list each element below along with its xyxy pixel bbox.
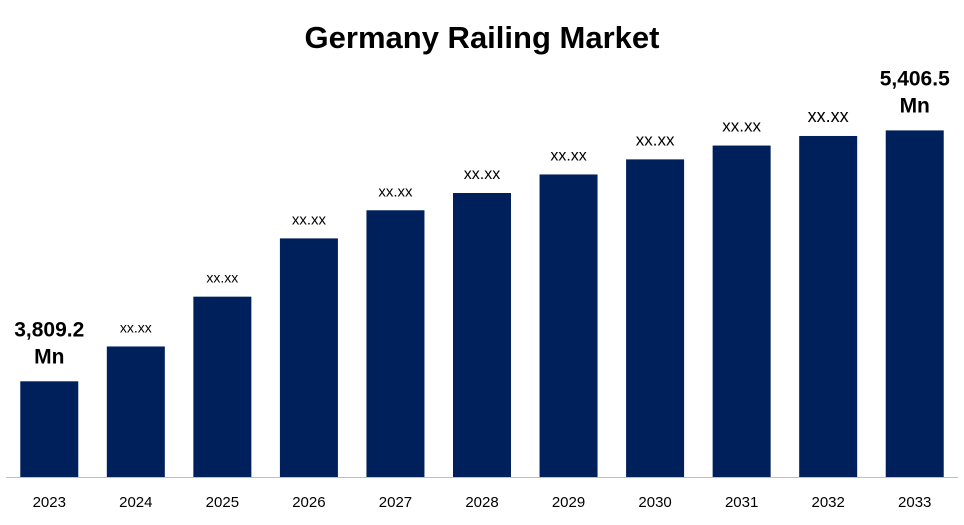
x-tick-label-2026: 2026: [292, 494, 325, 511]
x-tick-label-2033: 2033: [898, 494, 931, 511]
data-label-2028: xx.xx: [464, 166, 500, 183]
bar-2029: [539, 174, 598, 477]
bar-2024: [106, 346, 165, 477]
bar-2028: [453, 192, 511, 477]
x-tick-label-2027: 2027: [379, 494, 412, 511]
data-label-2031: xx.xx: [722, 117, 761, 136]
chart-title: Germany Railing Market: [304, 20, 660, 55]
bar-2033: [885, 130, 944, 477]
bar-2026: [279, 238, 338, 477]
x-tick-label-2032: 2032: [811, 494, 844, 511]
data-label-2023: 3,809.2 Mn: [14, 318, 84, 368]
data-label-2024: xx.xx: [120, 319, 152, 335]
data-label-2030: xx.xx: [636, 130, 675, 149]
x-tick-label-2028: 2028: [465, 494, 498, 511]
data-label-2027: xx.xx: [378, 183, 413, 200]
bar-2030: [626, 159, 685, 477]
bar-2027: [366, 210, 425, 477]
bar-2023: [20, 381, 79, 477]
data-label-2025: xx.xx: [206, 270, 238, 286]
x-tick-label-2029: 2029: [552, 494, 585, 511]
x-tick-label-2023: 2023: [33, 494, 66, 511]
bar-2032: [799, 135, 858, 477]
x-tick-label-2031: 2031: [725, 494, 758, 511]
x-tick-label-2025: 2025: [206, 494, 239, 511]
data-label-2026: xx.xx: [292, 211, 327, 228]
x-tick-label-2024: 2024: [119, 494, 152, 511]
bar-2025: [193, 296, 252, 477]
x-tick-label-2030: 2030: [638, 494, 671, 511]
data-label-2029: xx.xx: [550, 147, 586, 164]
data-label-2033: 5,406.5 Mn: [880, 67, 950, 117]
bar-2031: [712, 145, 771, 477]
data-label-2032: xx.xx: [808, 106, 849, 126]
